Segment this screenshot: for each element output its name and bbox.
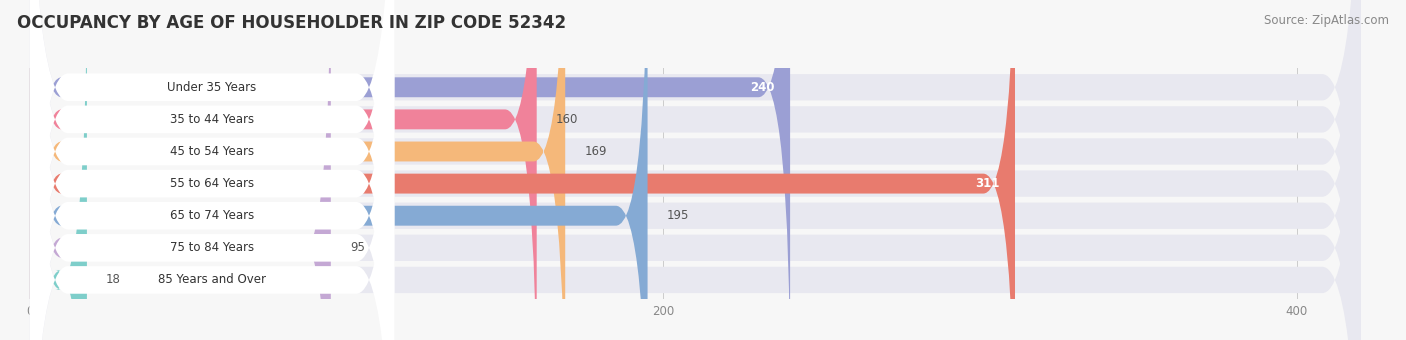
FancyBboxPatch shape [30,0,1360,340]
FancyBboxPatch shape [30,0,394,340]
Text: 45 to 54 Years: 45 to 54 Years [170,145,254,158]
Text: 311: 311 [974,177,1000,190]
FancyBboxPatch shape [30,0,87,340]
FancyBboxPatch shape [30,0,565,340]
FancyBboxPatch shape [30,0,1360,340]
Text: 55 to 64 Years: 55 to 64 Years [170,177,254,190]
Text: 65 to 74 Years: 65 to 74 Years [170,209,254,222]
FancyBboxPatch shape [30,0,648,340]
Text: 160: 160 [555,113,578,126]
Text: 18: 18 [105,273,121,286]
Text: Under 35 Years: Under 35 Years [167,81,257,94]
Text: 75 to 84 Years: 75 to 84 Years [170,241,254,254]
FancyBboxPatch shape [30,0,1360,340]
FancyBboxPatch shape [30,0,330,340]
FancyBboxPatch shape [30,0,394,340]
Text: 35 to 44 Years: 35 to 44 Years [170,113,254,126]
Text: 169: 169 [585,145,607,158]
FancyBboxPatch shape [30,0,1015,340]
FancyBboxPatch shape [30,0,394,340]
Text: 85 Years and Over: 85 Years and Over [157,273,266,286]
FancyBboxPatch shape [30,0,1360,340]
Text: Source: ZipAtlas.com: Source: ZipAtlas.com [1264,14,1389,27]
FancyBboxPatch shape [30,0,790,340]
Text: 95: 95 [350,241,364,254]
FancyBboxPatch shape [30,0,537,340]
Text: OCCUPANCY BY AGE OF HOUSEHOLDER IN ZIP CODE 52342: OCCUPANCY BY AGE OF HOUSEHOLDER IN ZIP C… [17,14,567,32]
FancyBboxPatch shape [30,0,394,340]
FancyBboxPatch shape [30,0,394,340]
FancyBboxPatch shape [30,0,1360,340]
Text: 240: 240 [749,81,775,94]
FancyBboxPatch shape [30,0,1360,340]
FancyBboxPatch shape [30,0,394,340]
Text: 195: 195 [666,209,689,222]
FancyBboxPatch shape [30,0,394,340]
FancyBboxPatch shape [30,0,1360,340]
